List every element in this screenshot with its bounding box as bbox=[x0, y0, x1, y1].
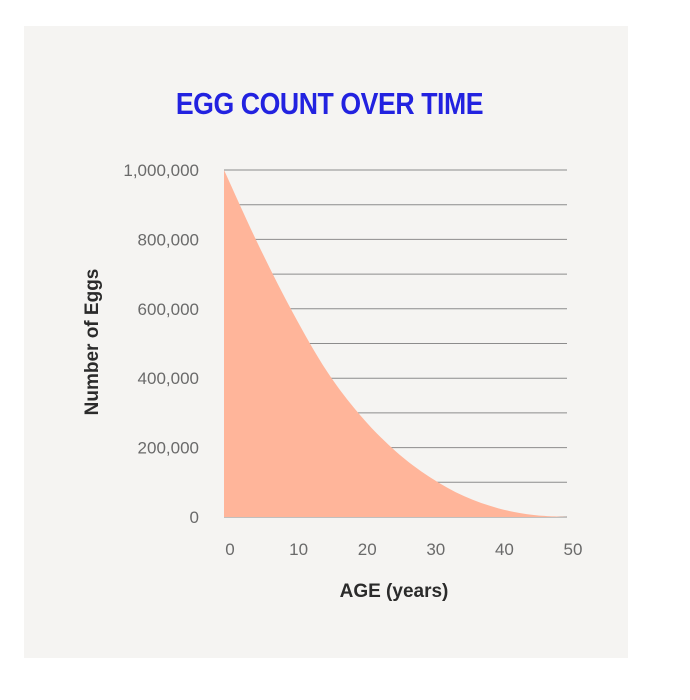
y-tick-label: 600,000 bbox=[138, 300, 199, 319]
chart-card bbox=[24, 26, 628, 658]
x-tick-label: 20 bbox=[358, 540, 377, 559]
x-tick-labels: 0 10 20 30 40 50 bbox=[225, 540, 582, 559]
x-tick-label: 10 bbox=[289, 540, 308, 559]
y-tick-label: 0 bbox=[190, 508, 199, 527]
egg-count-area bbox=[224, 170, 567, 517]
chart-title: EGG COUNT OVER TIME bbox=[175, 86, 484, 121]
y-tick-label: 200,000 bbox=[138, 439, 199, 458]
x-tick-label: 40 bbox=[495, 540, 514, 559]
y-tick-label: 400,000 bbox=[138, 369, 199, 388]
x-tick-label: 30 bbox=[426, 540, 445, 559]
x-tick-label: 50 bbox=[564, 540, 583, 559]
y-tick-label: 1,000,000 bbox=[123, 161, 199, 180]
x-tick-label: 0 bbox=[225, 540, 234, 559]
x-axis-label: AGE (years) bbox=[339, 581, 449, 602]
area-series bbox=[224, 170, 567, 517]
y-tick-label: 800,000 bbox=[138, 230, 199, 249]
y-tick-labels: 0 200,000 400,000 600,000 800,000 1,000,000 bbox=[123, 161, 199, 527]
